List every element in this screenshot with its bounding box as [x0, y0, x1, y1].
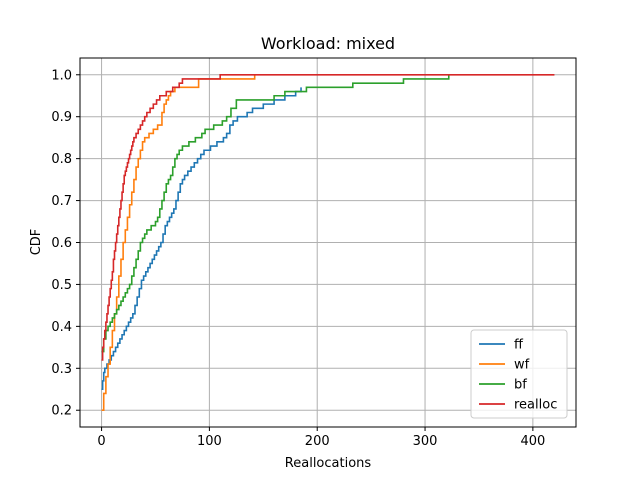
- legend-label-wf: wf: [514, 358, 530, 373]
- legend-label-realloc: realloc: [514, 398, 557, 413]
- x-tick-label: 300: [413, 434, 438, 449]
- x-tick-label: 100: [197, 434, 222, 449]
- x-axis-label: Reallocations: [285, 456, 372, 471]
- y-tick-label: 0.6: [51, 236, 72, 251]
- x-tick-label: 0: [97, 434, 105, 449]
- y-tick-label: 0.8: [51, 152, 72, 167]
- legend-label-bf: bf: [514, 378, 527, 393]
- legend: ff wf bf realloc: [470, 329, 568, 419]
- series-line-bf: [101, 74, 450, 353]
- y-tick-label: 0.9: [51, 110, 72, 125]
- x-axis: 0 100 200 300 400: [97, 427, 545, 449]
- y-tick-label: 0.2: [51, 404, 72, 419]
- legend-label-ff: ff: [514, 338, 524, 353]
- y-axis-label: CDF: [29, 229, 44, 256]
- x-tick-label: 400: [520, 434, 545, 449]
- y-tick-label: 1.0: [51, 68, 72, 83]
- legend-box: [470, 329, 568, 419]
- y-tick-label: 0.5: [51, 278, 72, 293]
- series-line-ff: [101, 87, 302, 391]
- x-tick-label: 200: [305, 434, 330, 449]
- chart-title: Workload: mixed: [261, 34, 395, 53]
- plot-area: [101, 73, 555, 412]
- y-axis: 0.2 0.3 0.4 0.5 0.6 0.7 0.8 0.9 1.0: [51, 68, 80, 419]
- y-tick-label: 0.3: [51, 362, 72, 377]
- y-tick-label: 0.4: [51, 320, 72, 335]
- series-line-realloc: [101, 73, 555, 361]
- y-tick-label: 0.7: [51, 194, 72, 209]
